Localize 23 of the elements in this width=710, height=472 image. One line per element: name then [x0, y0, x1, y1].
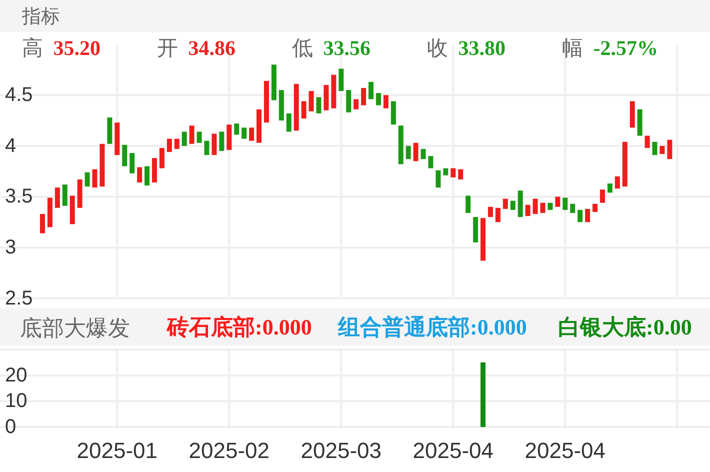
y-tick-label: 0 [5, 416, 16, 438]
x-tick-label: 2025-03 [300, 438, 382, 463]
legend-label: 组合普通底部:0.000 [338, 314, 527, 340]
chart-title: 指标 [21, 6, 60, 28]
legend-label: 白银大底:0.00 [558, 314, 692, 340]
annotation: 收 33.80 [427, 36, 506, 60]
annotation: 低 33.56 [292, 36, 370, 60]
x-tick-label: 2025-01 [76, 438, 158, 463]
annotation: 幅 -2.57% [562, 36, 658, 60]
annotation: 开 34.86 [157, 36, 236, 60]
x-tick-label: 2025-02 [188, 438, 270, 463]
legend-label: 砖石底部:0.000 [167, 314, 312, 340]
x-tick-label: 2025-04 [412, 438, 494, 463]
x-tick-label: 2025-04 [524, 438, 606, 463]
annotation: 高 35.20 [22, 36, 100, 60]
y-tick-label: 3.5 [5, 186, 33, 208]
y-tick-label: 10 [5, 390, 28, 412]
y-tick-label: 4 [5, 134, 16, 157]
y-tick-label: 20 [5, 364, 28, 386]
y-tick-label: 4.5 [5, 84, 33, 106]
y-tick-label: 2.5 [5, 287, 33, 310]
chart-title: 底部大爆发 [20, 316, 130, 340]
y-tick-label: 3 [5, 236, 16, 258]
